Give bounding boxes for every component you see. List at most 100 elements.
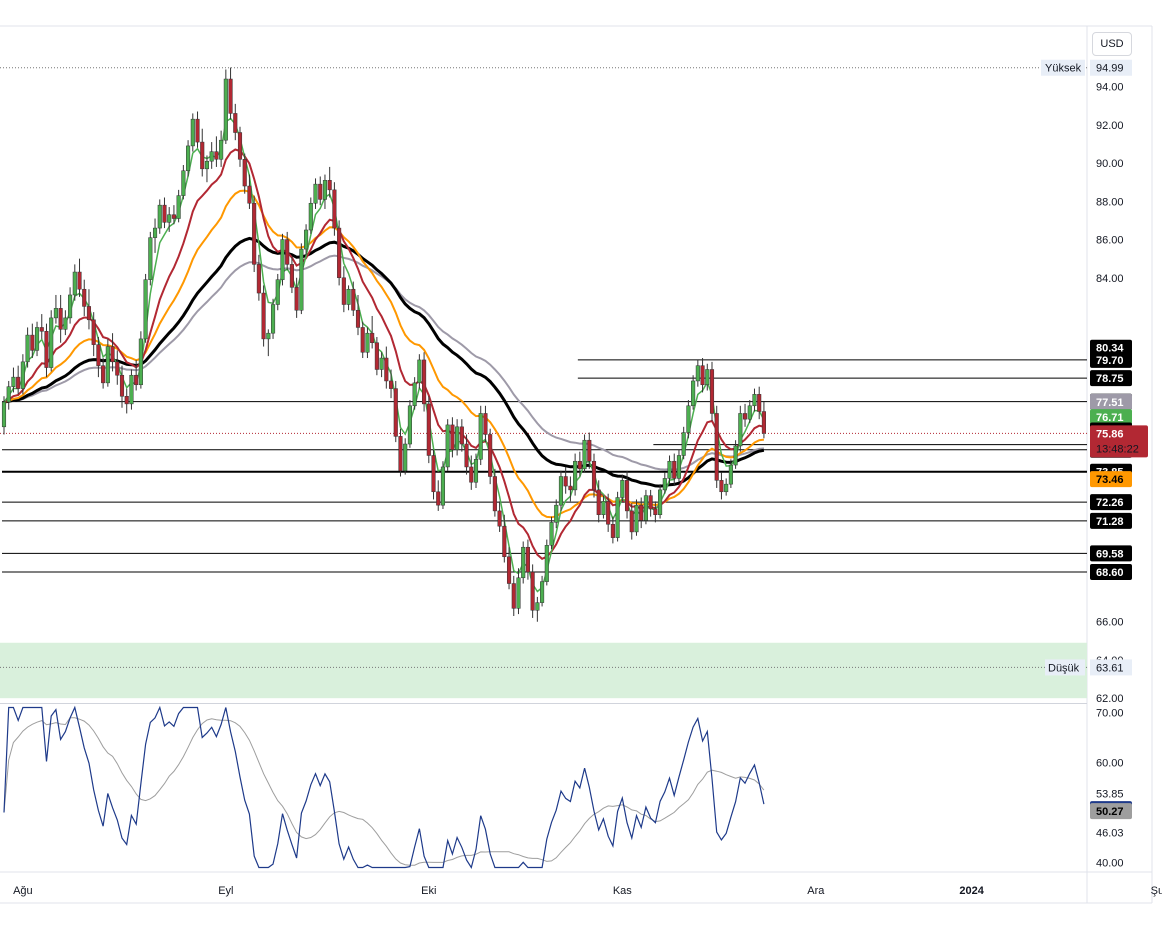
rsi-tick-label: 60.00 bbox=[1096, 758, 1124, 770]
candle bbox=[355, 294, 361, 336]
candle-body bbox=[6, 386, 11, 403]
candle-body bbox=[237, 132, 243, 160]
candle bbox=[511, 575, 516, 617]
candle-body bbox=[610, 524, 615, 538]
candle-body bbox=[110, 346, 115, 363]
candle-body bbox=[341, 277, 346, 305]
candle-body bbox=[643, 495, 648, 521]
currency-button[interactable]: USD bbox=[1092, 32, 1132, 56]
candle bbox=[582, 434, 587, 473]
level-label: 78.75 bbox=[1090, 370, 1132, 387]
candle bbox=[422, 352, 427, 412]
rsi-tick-label: 70.00 bbox=[1096, 708, 1124, 720]
candle bbox=[304, 224, 309, 255]
candle bbox=[134, 359, 139, 391]
candle-body bbox=[134, 374, 139, 386]
candle-body bbox=[384, 357, 389, 382]
candle bbox=[237, 126, 243, 167]
candle-body bbox=[270, 304, 276, 334]
candle-body bbox=[591, 460, 597, 491]
candle bbox=[761, 401, 766, 439]
time-tick-label: 2024 bbox=[959, 885, 984, 897]
candle-body bbox=[223, 78, 228, 141]
candle bbox=[322, 174, 328, 209]
candle-body bbox=[346, 288, 351, 305]
candle-body bbox=[242, 159, 247, 187]
candle-body bbox=[34, 327, 40, 351]
candle bbox=[299, 243, 304, 315]
candle-body bbox=[16, 376, 21, 389]
level-label: 71.28 bbox=[1090, 512, 1132, 529]
candle-body bbox=[639, 504, 644, 521]
candle bbox=[540, 575, 545, 607]
ma-long-line bbox=[3, 254, 765, 471]
candle-body bbox=[167, 214, 172, 223]
candle-body bbox=[304, 229, 309, 250]
ma-value-label: 76.71 bbox=[1090, 409, 1132, 426]
candle bbox=[719, 472, 724, 500]
candle-body bbox=[393, 388, 398, 437]
candle-body bbox=[691, 380, 696, 407]
candle bbox=[129, 369, 134, 410]
time-axis[interactable]: Ağu Eyl Eki Kas Ara 2024 Şub bbox=[13, 885, 1162, 897]
candle-body bbox=[247, 185, 252, 204]
candle-body bbox=[256, 264, 261, 294]
candle bbox=[242, 153, 247, 194]
candle-body bbox=[228, 78, 233, 114]
candle bbox=[219, 130, 224, 167]
level-label-text: 78.75 bbox=[1096, 373, 1124, 385]
candle-body bbox=[101, 365, 106, 384]
level-label-text: 68.60 bbox=[1096, 567, 1124, 579]
level-label-text: 71.28 bbox=[1096, 516, 1124, 528]
candle bbox=[573, 453, 578, 496]
level-label-bg bbox=[1090, 339, 1132, 356]
level-label: 72.26 bbox=[1090, 494, 1132, 511]
candle bbox=[752, 388, 757, 412]
candle bbox=[270, 298, 276, 339]
candle-body bbox=[360, 327, 365, 353]
candle-body bbox=[214, 151, 219, 160]
ma-value-label-text: 77.51 bbox=[1096, 397, 1124, 409]
candle bbox=[30, 323, 35, 359]
grid bbox=[0, 25, 1153, 904]
candle-body bbox=[176, 195, 181, 219]
candle bbox=[143, 273, 148, 343]
time-tick-label: Ağu bbox=[13, 885, 33, 897]
candle-body bbox=[105, 346, 110, 384]
price-tick-label: 66.00 bbox=[1096, 617, 1124, 629]
candle bbox=[492, 468, 497, 517]
candle-body bbox=[289, 264, 294, 288]
low-marker-box bbox=[1090, 659, 1132, 676]
candle bbox=[709, 361, 715, 422]
candle bbox=[20, 354, 25, 395]
candle bbox=[25, 327, 30, 368]
price-tick-label: 62.00 bbox=[1096, 693, 1124, 705]
horizontal-levels bbox=[0, 67, 1087, 668]
candle bbox=[747, 400, 752, 423]
ma-slow-line bbox=[3, 189, 765, 519]
candle-body bbox=[266, 332, 271, 340]
candle-body bbox=[337, 227, 342, 279]
candle bbox=[502, 514, 507, 563]
candle bbox=[77, 258, 82, 297]
candle-body bbox=[761, 411, 766, 434]
candle bbox=[176, 189, 181, 223]
candle-body bbox=[634, 504, 639, 533]
candle-body bbox=[563, 476, 568, 487]
candle bbox=[686, 400, 691, 439]
candle bbox=[233, 103, 238, 141]
candle bbox=[577, 451, 582, 477]
candle-body bbox=[511, 583, 516, 609]
candle bbox=[256, 254, 261, 301]
candle bbox=[554, 499, 559, 529]
candle-body bbox=[20, 361, 25, 389]
candle-body bbox=[181, 170, 186, 196]
price-axis[interactable]: 94.0092.0090.0088.0086.0084.0066.0064.00… bbox=[1041, 59, 1148, 870]
candle-body bbox=[554, 504, 559, 523]
level-label-text: 72.26 bbox=[1096, 497, 1124, 509]
candle bbox=[624, 470, 630, 519]
candle bbox=[459, 419, 464, 452]
candle-body bbox=[332, 189, 337, 229]
candle-body bbox=[44, 331, 49, 368]
